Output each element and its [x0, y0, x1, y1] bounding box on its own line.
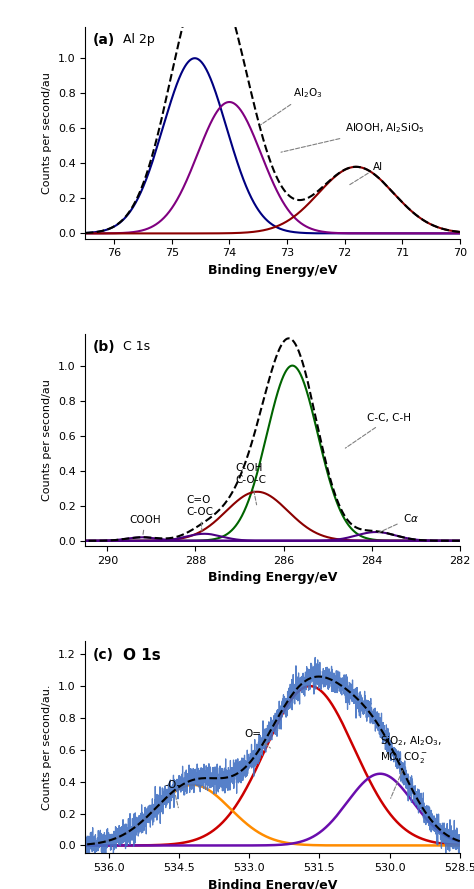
- Text: SiO$_2$, Al$_2$O$_3$,
MO, CO$_2^-$: SiO$_2$, Al$_2$O$_3$, MO, CO$_2^-$: [380, 734, 442, 798]
- Y-axis label: Counts per second/au: Counts per second/au: [42, 72, 52, 194]
- Text: (b): (b): [93, 340, 116, 355]
- Text: Al: Al: [350, 162, 383, 185]
- Text: C 1s: C 1s: [123, 340, 150, 354]
- X-axis label: Binding Energy/eV: Binding Energy/eV: [208, 878, 337, 889]
- Text: C=O
C-OC: C=O C-OC: [187, 495, 214, 531]
- X-axis label: Binding Energy/eV: Binding Energy/eV: [208, 572, 337, 584]
- Text: Al$_2$O$_3$: Al$_2$O$_3$: [260, 86, 322, 125]
- Text: O=: O=: [245, 729, 270, 748]
- Text: -O-: -O-: [165, 780, 181, 808]
- Text: O 1s: O 1s: [123, 648, 161, 663]
- Text: C$\alpha$: C$\alpha$: [379, 512, 419, 533]
- Text: Al 2p: Al 2p: [123, 33, 155, 46]
- Text: AlOOH, Al$_2$SiO$_5$: AlOOH, Al$_2$SiO$_5$: [281, 122, 424, 152]
- Text: C-OH
C-O-C: C-OH C-O-C: [235, 463, 266, 505]
- Y-axis label: Counts per second/au.: Counts per second/au.: [42, 685, 52, 810]
- X-axis label: Binding Energy/eV: Binding Energy/eV: [208, 264, 337, 277]
- Text: COOH: COOH: [129, 515, 161, 534]
- Y-axis label: Counts per second/au: Counts per second/au: [42, 379, 52, 501]
- Text: (c): (c): [93, 648, 114, 661]
- Text: (a): (a): [93, 33, 115, 47]
- Text: C-C, C-H: C-C, C-H: [346, 413, 411, 448]
